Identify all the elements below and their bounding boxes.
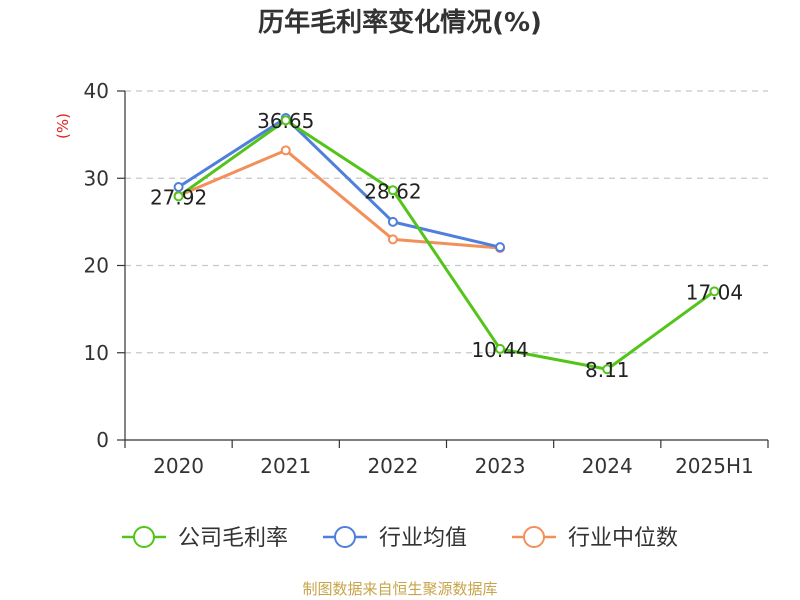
source-footer: 制图数据来自恒生聚源数据库 [302,580,498,598]
data-label: 36.65 [257,109,314,133]
legend-marker [523,526,545,548]
legend-marker [133,526,155,548]
data-point [387,216,398,227]
legend-marker [334,526,356,548]
y-tick-label: 20 [84,254,109,278]
data-point [387,185,398,196]
data-label: 10.44 [471,338,528,362]
y-tick-label: 0 [96,428,109,452]
data-point [173,191,184,202]
x-tick-label: 2023 [475,454,526,478]
x-tick-label: 2021 [260,454,311,478]
x-tick-label: 2025H1 [675,454,754,478]
legend-label: 公司毛利率 [178,526,288,551]
x-tick-label: 2022 [367,454,418,478]
data-point [709,286,720,297]
data-point [495,242,506,253]
data-point [173,181,184,192]
data-point [495,343,506,354]
chart-title: 历年毛利率变化情况(%) [258,8,542,38]
data-label: 28.62 [364,179,421,203]
x-tick-label: 2020 [153,454,204,478]
legend-label: 行业中位数 [568,526,678,551]
data-point [387,234,398,245]
data-label: 27.92 [150,185,207,209]
series-line [177,116,501,249]
data-point [602,364,613,375]
y-tick-label: 10 [84,341,109,365]
data-label: 8.11 [585,358,630,382]
y-tick-label: 30 [84,166,109,190]
data-point [280,115,291,126]
series-line [177,118,716,371]
series-line [177,148,501,250]
y-tick-label: 40 [84,79,109,103]
legend-label: 行业均值 [379,526,467,551]
x-tick-label: 2024 [582,454,633,478]
data-label: 17.04 [686,280,743,304]
data-point [280,145,291,156]
y-axis-label: (%) [54,113,72,139]
